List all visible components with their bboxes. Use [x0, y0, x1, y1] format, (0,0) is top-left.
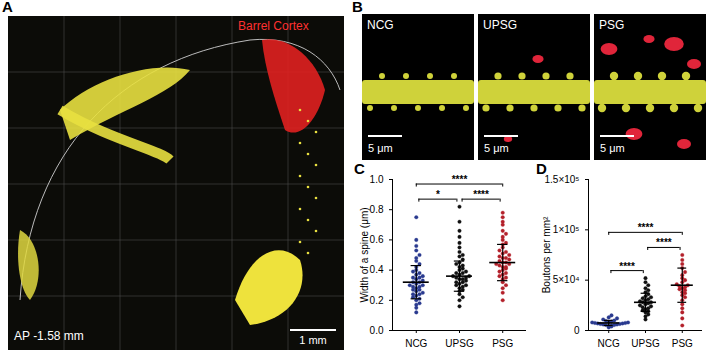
svg-text:****: **** — [473, 189, 489, 200]
svg-text:UPSG: UPSG — [445, 338, 474, 349]
svg-text:0.8: 0.8 — [370, 204, 384, 215]
svg-text:****: **** — [452, 174, 468, 185]
svg-text:5 μm: 5 μm — [600, 142, 625, 154]
svg-text:0.6: 0.6 — [370, 234, 384, 245]
svg-text:PSG: PSG — [599, 18, 624, 32]
svg-text:****: **** — [656, 237, 672, 248]
svg-text:0.2: 0.2 — [370, 295, 384, 306]
svg-text:NCG: NCG — [367, 18, 394, 32]
svg-text:Width of a spine (μm): Width of a spine (μm) — [359, 207, 370, 302]
svg-text:1.0: 1.0 — [370, 174, 384, 185]
svg-text:PSG: PSG — [492, 338, 513, 349]
svg-text:1 mm: 1 mm — [299, 334, 327, 346]
html-text:D: D — [536, 160, 547, 177]
svg-text:1×10⁵: 1×10⁵ — [553, 224, 580, 235]
svg-text:*: * — [436, 189, 440, 200]
svg-text:AP -1.58 mm: AP -1.58 mm — [14, 329, 84, 343]
svg-text:Barrel Cortex: Barrel Cortex — [238, 19, 309, 33]
svg-text:5×10⁴: 5×10⁴ — [553, 274, 580, 285]
svg-text:1.5×10⁵: 1.5×10⁵ — [544, 174, 579, 185]
html-text:C: C — [354, 160, 365, 177]
svg-text:****: **** — [638, 222, 654, 233]
svg-text:UPSG: UPSG — [483, 18, 517, 32]
svg-text:5 μm: 5 μm — [484, 142, 509, 154]
svg-text:0.4: 0.4 — [370, 264, 384, 275]
svg-text:PSG: PSG — [672, 338, 693, 349]
svg-text:5 μm: 5 μm — [368, 142, 393, 154]
svg-text:UPSG: UPSG — [631, 338, 660, 349]
svg-text:0.0: 0.0 — [370, 325, 384, 336]
svg-text:0: 0 — [574, 325, 580, 336]
svg-text:NCG: NCG — [405, 338, 427, 349]
svg-text:****: **** — [619, 261, 635, 272]
svg-text:NCG: NCG — [598, 338, 620, 349]
svg-text:Boutons per mm²: Boutons per mm² — [541, 216, 552, 293]
